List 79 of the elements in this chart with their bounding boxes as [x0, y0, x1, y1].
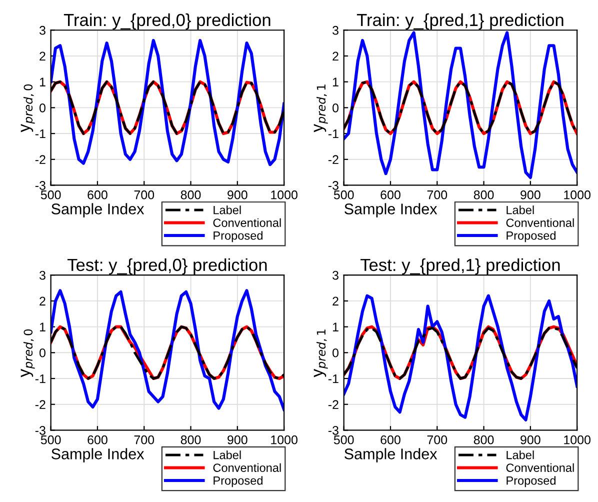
x-tick-label: 900	[520, 435, 540, 444]
y-tick-label: 1	[40, 78, 46, 86]
y-axis-title: y$_{pred,1}$	[314, 84, 328, 132]
x-tick-label: 1000	[564, 435, 590, 444]
x-axis-title: Sample Index	[52, 448, 144, 462]
legend-label: Conventional	[506, 218, 574, 227]
legend-label: Proposed	[214, 476, 262, 488]
y-tick-label: 3	[332, 26, 338, 35]
x-tick-label: 800	[474, 190, 494, 200]
legend-label: Proposed	[506, 231, 556, 242]
y-tick-label: -2	[35, 155, 46, 164]
line-series	[344, 294, 578, 422]
x-axis-title: Sample Index	[344, 448, 438, 462]
legend-label: Label	[214, 206, 241, 214]
y-tick-label: 3	[39, 270, 46, 280]
legend-label: Label	[506, 206, 534, 214]
x-tick-label: 900	[228, 435, 248, 444]
x-tick-label: 500	[334, 190, 354, 200]
y-tick-label: 2	[332, 52, 338, 60]
x-tick-label: 900	[520, 190, 540, 200]
y-tick-label: -3	[35, 426, 46, 435]
x-tick-label: 700	[427, 190, 448, 200]
x-tick-label: 500	[40, 190, 61, 200]
y-tick-label: -1	[328, 129, 338, 138]
x-tick-label: 600	[380, 190, 400, 200]
x-tick-label: 900	[228, 190, 248, 200]
x-tick-label: 800	[180, 435, 201, 444]
y-tick-label: -3	[35, 181, 46, 190]
legend-label: Conventional	[213, 218, 281, 227]
x-tick-label: 1000	[271, 435, 298, 444]
x-tick-label: 500	[40, 435, 61, 444]
chart-title: Train: y_{pred,0} prediction	[64, 13, 270, 30]
legend-label: Conventional	[506, 463, 574, 472]
y-axis-title: y$_{pred,1}$	[314, 330, 328, 378]
y-tick-label: 3	[332, 270, 338, 280]
legend-label: Proposed	[214, 231, 262, 242]
x-tick-label: 600	[88, 190, 108, 200]
y-tick-label: -2	[328, 400, 338, 409]
chart-title: Test: y_{pred,1} prediction	[360, 258, 560, 275]
y-tick-label: 2	[332, 296, 338, 306]
x-axis-title: Sample Index	[344, 203, 438, 218]
legend-label: Proposed	[506, 476, 556, 488]
y-tick-label: -3	[328, 181, 338, 190]
y-tick-label: 2	[40, 52, 46, 60]
y-tick-label: 0	[332, 103, 338, 112]
x-tick-label: 600	[88, 435, 108, 444]
y-tick-label: -2	[328, 155, 338, 164]
chart-title: Train: y_{pred,1} prediction	[356, 13, 564, 30]
x-tick-label: 500	[334, 435, 354, 444]
line-series	[50, 38, 284, 166]
legend-label: Label	[506, 450, 534, 460]
y-axis-title: y$_{pred,0}$	[20, 329, 35, 378]
x-tick-label: 1000	[271, 190, 298, 200]
y-axis-title: y$_{pred,0}$	[20, 84, 35, 132]
x-tick-label: 600	[380, 435, 400, 444]
x-tick-label: 800	[474, 435, 494, 444]
y-tick-label: -2	[35, 400, 46, 409]
y-tick-label: 1	[40, 322, 46, 332]
x-axis-title: Sample Index	[52, 203, 144, 218]
x-tick-label: 1000	[564, 190, 590, 200]
y-tick-label: -1	[328, 374, 338, 384]
y-tick-label: -1	[35, 374, 46, 384]
x-tick-label: 800	[180, 190, 201, 200]
chart-title: Test: y_{pred,0} prediction	[67, 258, 267, 275]
y-tick-label: -3	[328, 426, 338, 435]
x-tick-label: 700	[134, 435, 154, 444]
y-tick-label: 2	[40, 296, 46, 306]
y-tick-label: 0	[332, 348, 338, 358]
y-tick-label: 0	[40, 103, 46, 112]
x-tick-label: 700	[427, 435, 448, 444]
legend-label: Label	[214, 450, 241, 460]
legend-label: Conventional	[213, 463, 281, 472]
y-tick-label: 1	[332, 78, 338, 86]
y-tick-label: -1	[35, 129, 46, 138]
y-tick-label: 1	[332, 322, 338, 332]
y-tick-label: 0	[40, 348, 46, 358]
y-tick-label: 3	[39, 26, 46, 35]
line-series	[50, 289, 284, 412]
x-tick-label: 700	[134, 190, 154, 200]
